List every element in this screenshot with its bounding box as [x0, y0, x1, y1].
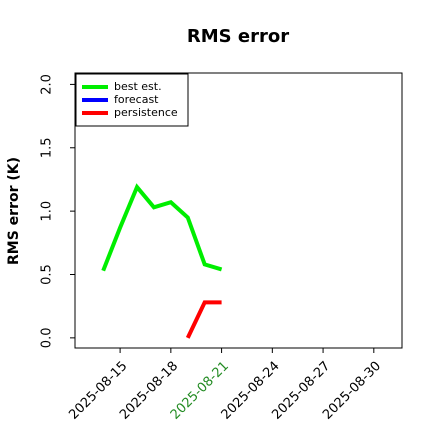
- y-axis-label: RMS error (K): [6, 157, 22, 265]
- legend-label: forecast: [114, 93, 159, 106]
- y-tick-label: 1.0: [40, 201, 55, 222]
- legend-label: persistence: [114, 106, 178, 119]
- y-tick-label: 1.5: [40, 137, 55, 158]
- y-tick-label: 0.0: [40, 328, 55, 349]
- plot-frame: [74, 72, 403, 349]
- chart-title: RMS error: [187, 26, 289, 47]
- legend-label: best est.: [114, 80, 162, 93]
- y-tick-label: 2.0: [40, 74, 55, 95]
- series-line: [185, 300, 222, 339]
- series-line: [101, 183, 223, 272]
- y-tick-label: 0.5: [40, 264, 55, 285]
